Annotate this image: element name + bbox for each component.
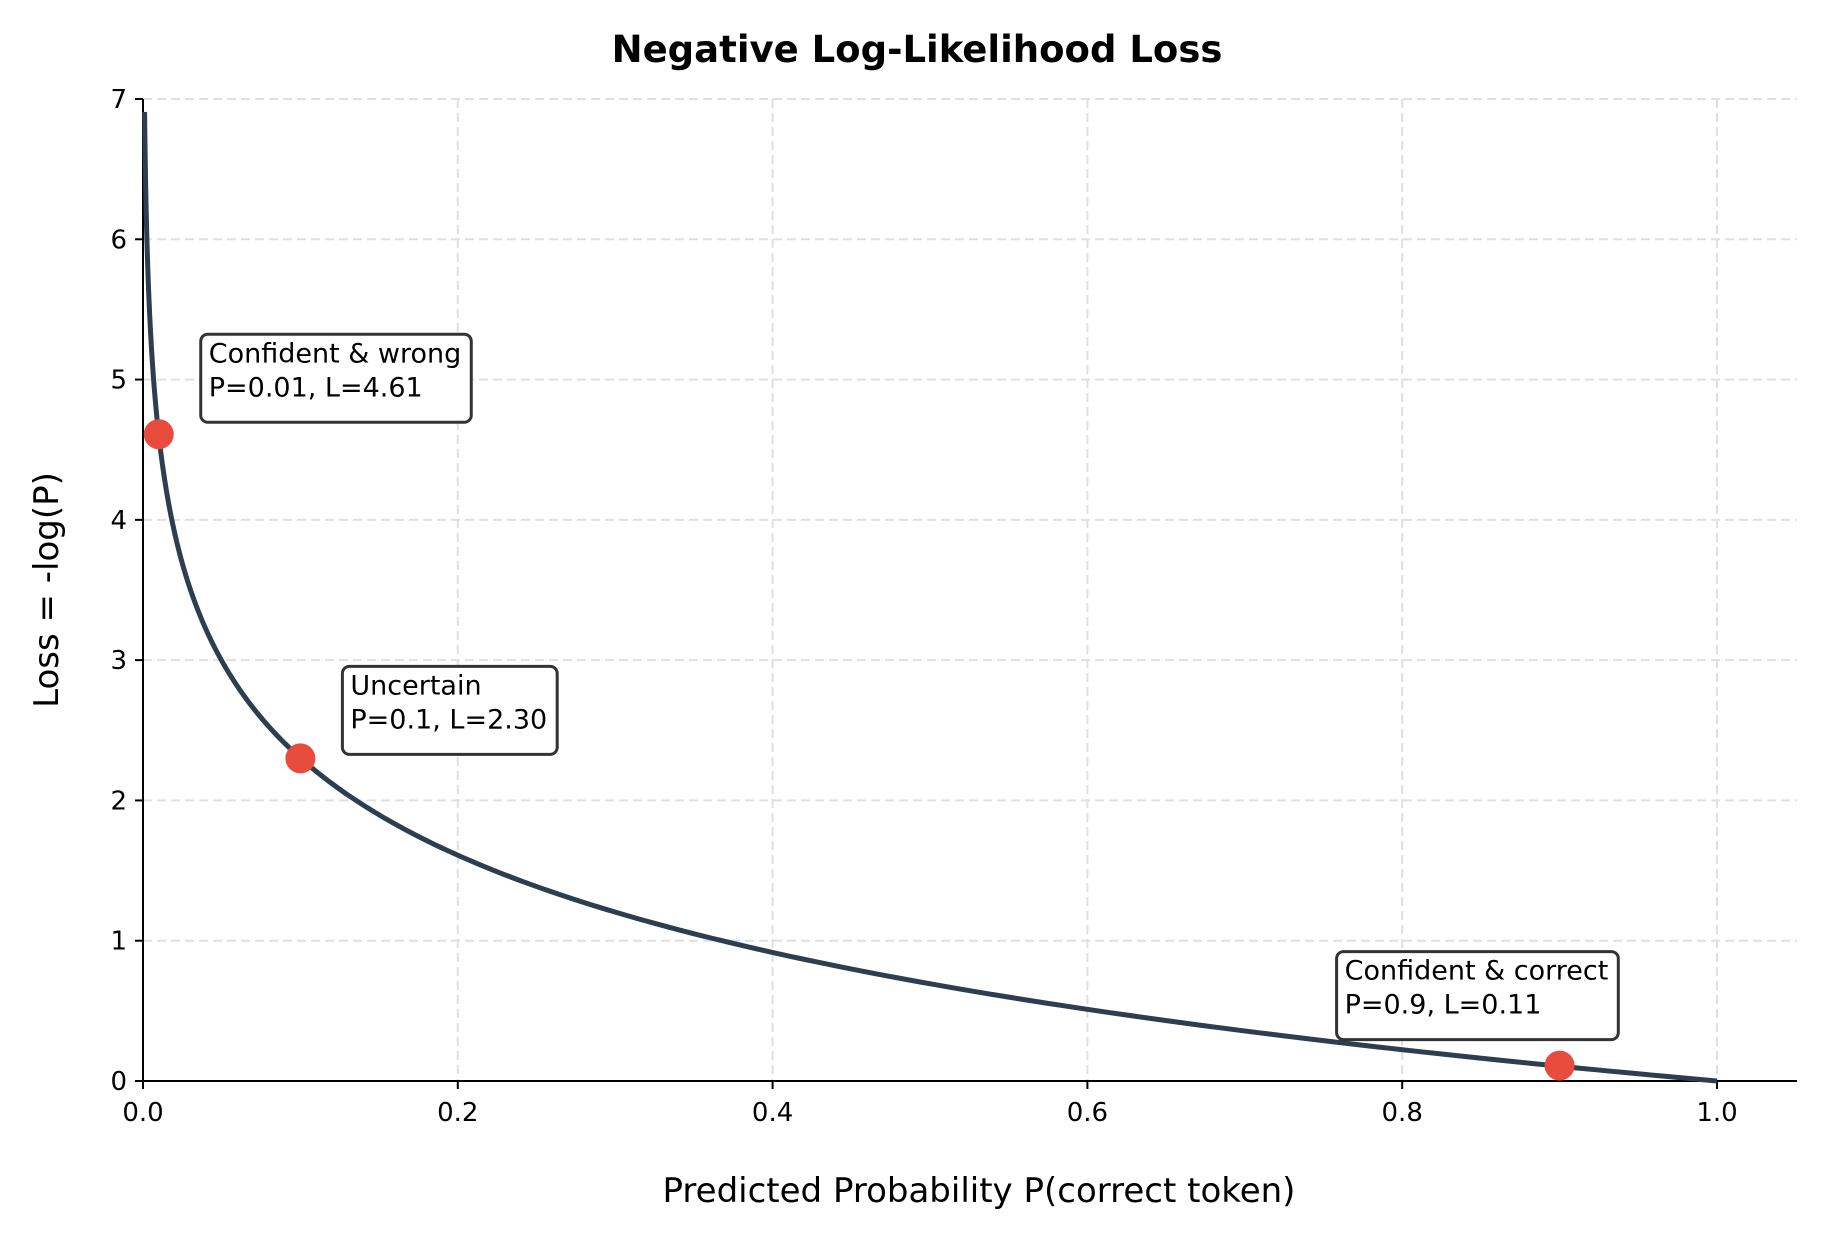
annotation-box	[340, 664, 559, 756]
axes	[142, 99, 1797, 1082]
x-tick-label: 0.4	[752, 1098, 793, 1128]
annotation-box	[1335, 950, 1620, 1042]
annotation-label: Confident & correct	[1345, 956, 1609, 987]
y-tick-label: 1	[110, 927, 127, 957]
y-axis-label: Loss = -log(P)	[27, 472, 67, 708]
x-tick-label: 0.6	[1067, 1098, 1108, 1128]
annotation-detail: P=0.1, L=2.30	[350, 704, 547, 735]
y-tick-label: 4	[110, 506, 127, 536]
annotation-detail: P=0.9, L=0.11	[1345, 990, 1542, 1021]
x-axis-label: Predicted Probability P(correct token)	[663, 1171, 1296, 1211]
annotation-label: Confident & wrong	[209, 338, 462, 369]
y-tick-label: 0	[110, 1067, 127, 1097]
x-tick-label: 1.0	[1696, 1098, 1737, 1128]
y-tick-label: 6	[110, 225, 127, 255]
y-tick-label: 2	[110, 786, 127, 816]
y-tick-label: 5	[110, 366, 127, 396]
grid	[142, 98, 1797, 1082]
data-point	[143, 419, 174, 450]
annotation-box	[199, 332, 473, 424]
ticks: 0.0 0.2 0.4 0.6 0.8 1.0 0 1 2 3 4 5 6 7	[110, 85, 1737, 1128]
annotation-detail: P=0.01, L=4.61	[209, 372, 423, 403]
data-point	[285, 743, 316, 774]
x-tick-label: 0.0	[122, 1098, 163, 1128]
annotation-label: Uncertain	[350, 670, 481, 701]
x-tick-label: 0.2	[437, 1098, 478, 1128]
y-tick-label: 3	[110, 646, 127, 676]
y-tick-label: 7	[110, 85, 127, 115]
x-tick-label: 0.8	[1382, 1098, 1423, 1128]
loss-curve	[142, 111, 1718, 1084]
chart-title: Negative Log-Likelihood Loss	[612, 28, 1223, 71]
data-point	[1544, 1050, 1575, 1081]
